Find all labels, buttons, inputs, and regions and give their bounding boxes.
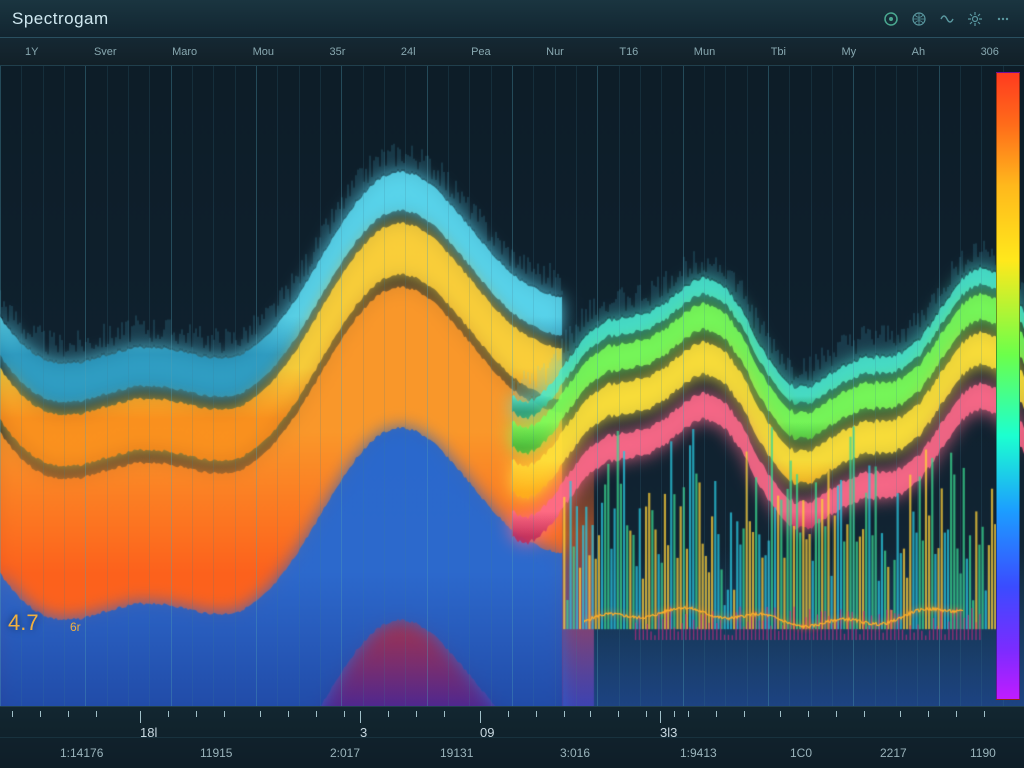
ruler-sublabel: 1:9413 [680, 746, 717, 760]
ruler-sublabel: 11915 [200, 746, 232, 760]
spectrogram-plot[interactable]: 4.7 6r [0, 66, 1024, 706]
axis-label: Sver [94, 46, 117, 58]
ruler-marks: 18l3093l3 [0, 707, 1024, 737]
axis-label: My [841, 46, 856, 58]
axis-label: 306 [981, 46, 999, 58]
axis-label: 24l [401, 46, 416, 58]
ruler-sublabel: 1C0 [790, 746, 812, 760]
top-axis: 1Y Sver Maro Mou 35r 24l Pea Nur T16 Mun Tbi My Ah 30… [0, 38, 1024, 66]
ruler-tick [900, 711, 901, 719]
ruler-tick [12, 711, 13, 719]
titlebar: Spectrogam [0, 0, 1024, 38]
ruler-tick [590, 711, 591, 719]
ruler-tick [260, 711, 261, 719]
axis-label: Mou [253, 46, 274, 58]
ruler-sublabel: 19131 [440, 746, 473, 760]
globe-icon[interactable] [910, 10, 928, 28]
marker-value: 4.7 [8, 610, 39, 636]
ruler-tick [780, 711, 781, 719]
time-ruler[interactable]: 18l3093l3 1:14176 11915 2:017 19131 3:016 1:9… [0, 706, 1024, 768]
axis-label: T16 [619, 46, 638, 58]
app-window: Spectrogam 1Y Sver Maro Mou 35r 24l Pea Nur T16 M… [0, 0, 1024, 768]
axis-label: 1Y [25, 46, 38, 58]
ruler-sublabel: 2217 [880, 746, 907, 760]
ruler-sublabel: 1190 [970, 746, 996, 760]
toolbar [882, 10, 1012, 28]
marker-sub: 6r [70, 620, 81, 634]
axis-label: Ah [912, 46, 925, 58]
settings-icon[interactable] [966, 10, 984, 28]
axis-label: Maro [172, 46, 197, 58]
ruler-sublabel: 1:14176 [60, 746, 103, 760]
window-title: Spectrogam [12, 9, 109, 29]
ruler-sublabel: 2:017 [330, 746, 360, 760]
axis-label: Nur [546, 46, 564, 58]
axis-label: 35r [330, 46, 346, 58]
axis-label: Mun [694, 46, 715, 58]
ruler-sublabel: 3:016 [560, 746, 590, 760]
record-icon[interactable] [882, 10, 900, 28]
waves-icon[interactable] [938, 10, 956, 28]
axis-label: Tbi [771, 46, 786, 58]
axis-label: Pea [471, 46, 491, 58]
more-icon[interactable] [994, 10, 1012, 28]
ruler-sublabels: 1:14176 11915 2:017 19131 3:016 1:9413 1C0 2217… [0, 737, 1024, 768]
colorbar [996, 72, 1020, 700]
